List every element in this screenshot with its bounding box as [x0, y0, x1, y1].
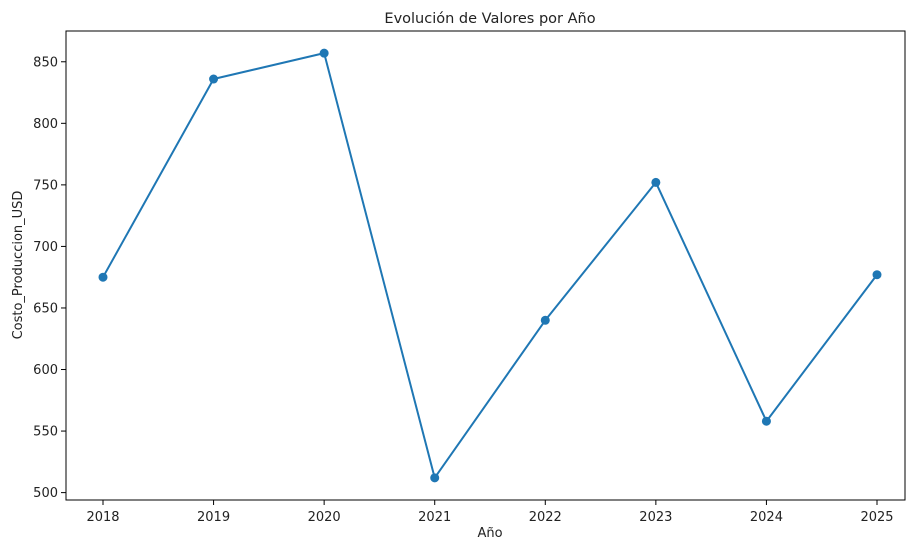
y-axis-title: Costo_Produccion_USD [11, 191, 26, 340]
data-point [872, 270, 882, 280]
plot-area: 500 550 600 650 700 750 800 850 2018 2019 2020 2021… [33, 48, 894, 525]
x-tick-label: 2023 [639, 510, 672, 525]
data-point [540, 315, 550, 325]
y-tick-label: 850 [33, 55, 58, 70]
y-tick-label: 750 [33, 178, 58, 193]
y-tick-label: 800 [33, 117, 58, 132]
data-point [761, 416, 771, 426]
y-tick-label: 600 [33, 363, 58, 378]
x-tick-label: 2019 [197, 510, 230, 525]
y-tick-label: 550 [33, 425, 58, 440]
x-tick-label: 2020 [308, 510, 341, 525]
series-line [102, 52, 878, 479]
x-tick-label: 2024 [750, 510, 783, 525]
x-tick-label: 2018 [86, 510, 119, 525]
x-tick-label: 2021 [418, 510, 451, 525]
x-axis-title: Año [477, 526, 502, 537]
chart-title: Evolución de Valores por Año [384, 11, 595, 27]
data-point [651, 177, 661, 187]
data-point [319, 48, 329, 58]
data-point [209, 74, 219, 84]
axes-frame [65, 30, 906, 501]
y-tick-label: 500 [33, 486, 58, 501]
y-tick-label: 700 [33, 240, 58, 255]
x-tick-label: 2022 [529, 510, 562, 525]
y-tick-label: 650 [33, 301, 58, 316]
data-point [430, 473, 440, 483]
x-tick-label: 2025 [860, 510, 893, 525]
data-point [98, 272, 108, 282]
